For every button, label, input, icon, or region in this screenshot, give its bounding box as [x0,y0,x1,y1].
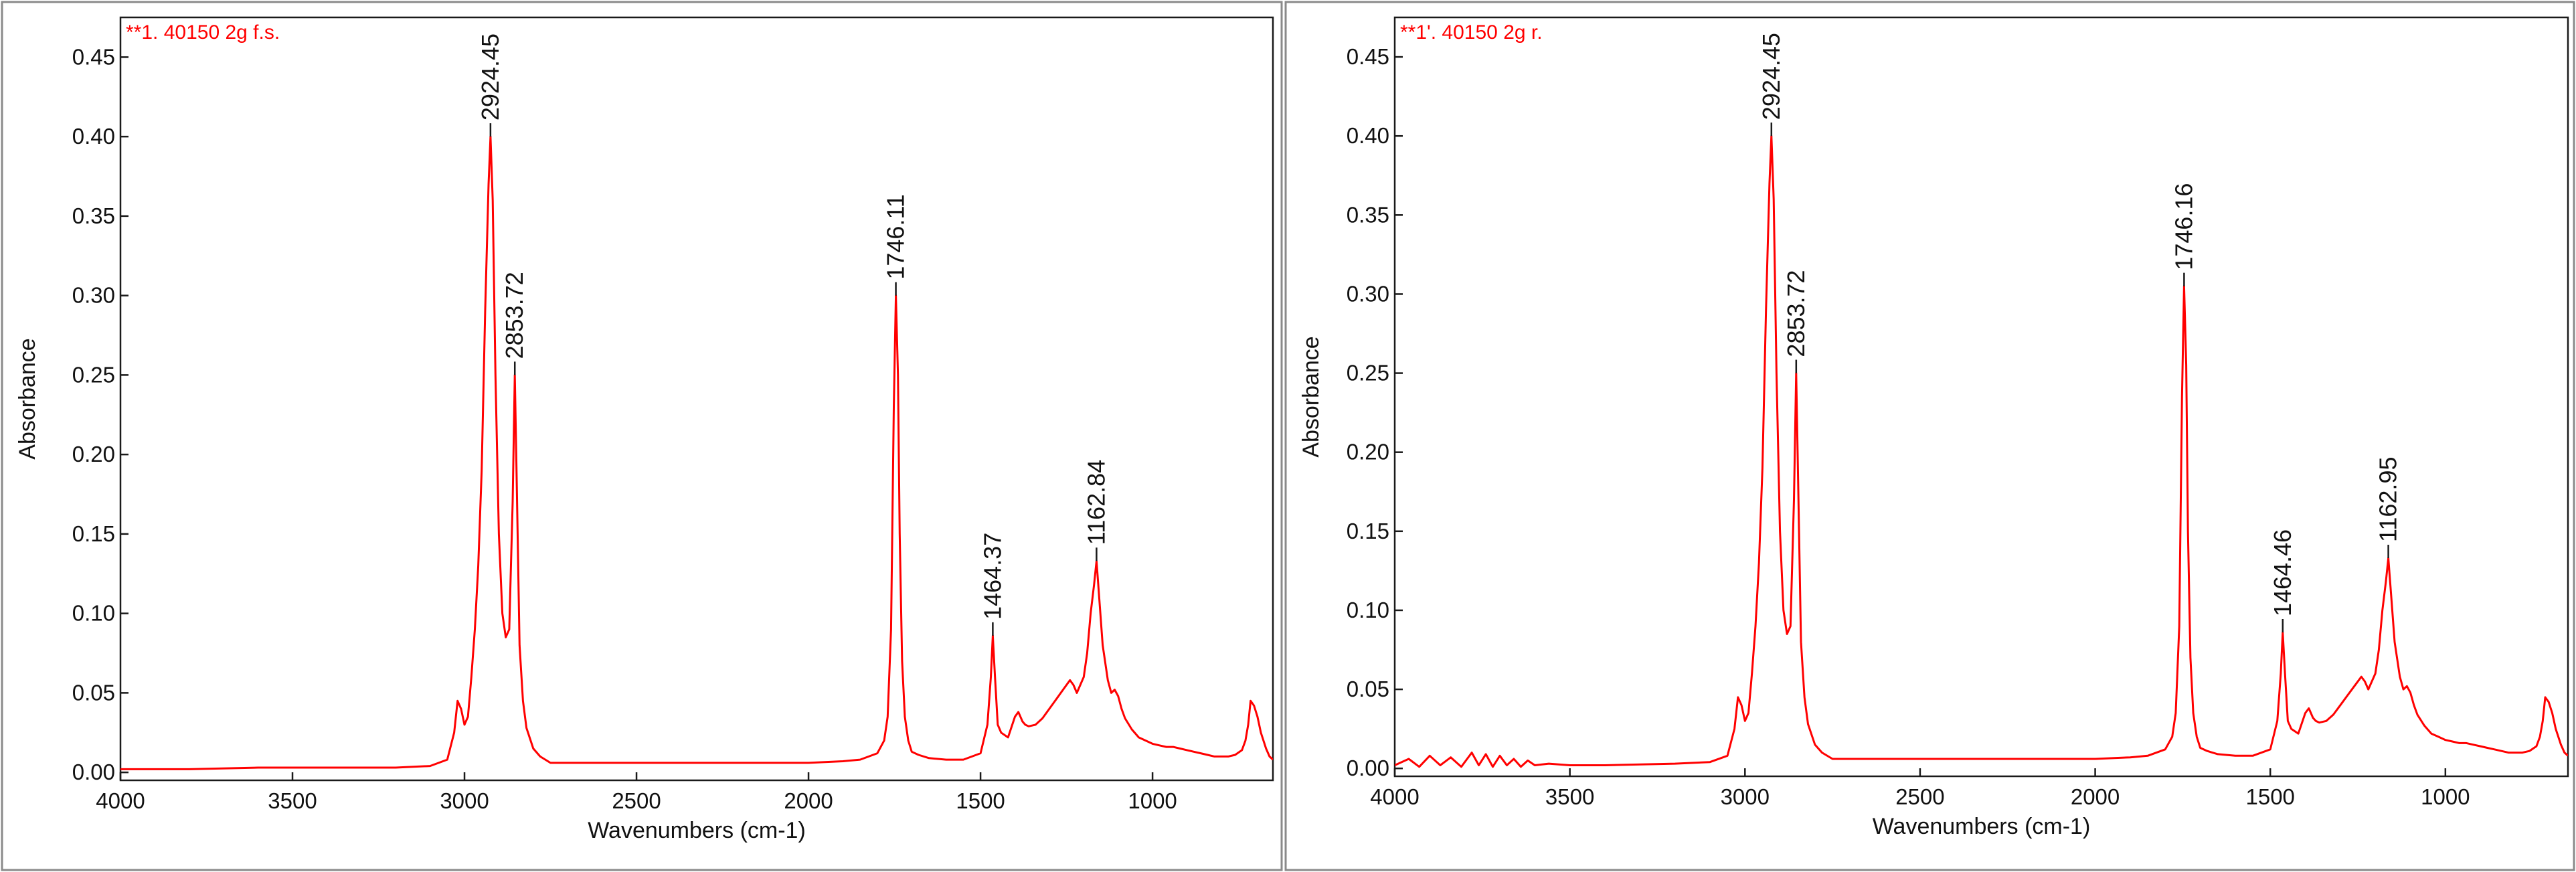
chart-left-plot-border [119,16,1274,782]
chart-left-xtick-label: 1500 [956,788,1005,813]
chart-right-xtick-label: 1000 [2421,784,2470,809]
chart-left-frame [1,1,1283,871]
chart-left-x-axis-label: Wavenumbers (cm-1) [588,818,806,843]
chart-right-xtick-label: 4000 [1370,784,1419,809]
chart-left-xtick-label: 1000 [1128,788,1177,813]
chart-left-title: **1. 40150 2g f.s. [126,21,280,43]
chart-left-peak-label: 1746.11 [882,194,910,279]
chart-right-ytick-label: 0.20 [1347,440,1389,464]
chart-right-ytick-label: 0.05 [1347,677,1389,701]
chart-left-peak-label: 1162.84 [1082,460,1110,545]
chart-left-y-axis-label: Absorbance [15,338,40,459]
chart-right-peak-label: 1746.16 [2170,183,2197,270]
chart-right-ytick-label: 0.10 [1347,598,1389,622]
spectrum-panel-left: **1. 40150 2g f.s. 0.00 0.05 0.10 0.15 0.20 0.… [0,0,1284,872]
chart-right-ytick-label: 0.45 [1347,44,1389,69]
chart-left-peak-label: 2924.45 [477,33,504,120]
chart-left-ytick-label: 0.25 [72,362,115,387]
chart-right-plot-border [1393,16,2569,778]
chart-right-peak-label: 1162.95 [2375,457,2402,542]
chart-right-peak-label: 2924.45 [1757,33,1785,120]
chart-right-x-axis-label: Wavenumbers (cm-1) [1873,814,2091,839]
chart-left-xtick-label: 3000 [440,788,489,813]
chart-right-ytick-label: 0.30 [1347,281,1389,306]
chart-right-xtick-label: 1500 [2245,784,2294,809]
chart-right-ytick-label: 0.00 [1347,756,1389,780]
chart-right-xtick-label: 3500 [1545,784,1594,809]
chart-left-peak-label: 1464.37 [978,533,1006,620]
chart-left-ytick-label: 0.20 [72,442,115,466]
chart-left-xtick-label: 2000 [784,788,833,813]
chart-right-ytick-label: 0.25 [1347,361,1389,385]
chart-right-ytick-label: 0.35 [1347,202,1389,227]
chart-left-spectrum-line [120,135,1273,770]
chart-right-xtick-label: 3000 [1721,784,1770,809]
chart-left-ytick-label: 0.10 [72,601,115,626]
chart-left-ytick-label: 0.15 [72,521,115,546]
chart-right-spectrum-line [1395,135,2568,768]
chart-right-peak-label: 2853.72 [1782,270,1810,357]
spectrum-chart-left: **1. 40150 2g f.s. 0.00 0.05 0.10 0.15 0.20 0.… [1,1,1283,871]
chart-left-ytick-label: 0.30 [72,283,115,308]
spectrum-panel-right: **1'. 40150 2g r. 0.00 0.05 0.10 0.15 0.20 0.2… [1284,0,2576,872]
spectrum-chart-right: **1'. 40150 2g r. 0.00 0.05 0.10 0.15 0.20 0.2… [1284,1,2575,871]
chart-right-ytick-label: 0.40 [1347,123,1389,148]
chart-right-peak-label: 1464.46 [2269,529,2296,616]
chart-left-ytick-label: 0.05 [72,680,115,705]
chart-left-peak-label: 2853.72 [501,272,528,359]
chart-left-ytick-label: 0.35 [72,203,115,228]
chart-right-xtick-label: 2500 [1895,784,1944,809]
chart-left-ytick-label: 0.00 [72,760,115,784]
chart-left-xtick-label: 2500 [612,788,661,813]
chart-left-ytick-label: 0.45 [72,44,115,69]
chart-right-xtick-label: 2000 [2071,784,2120,809]
chart-right-y-axis-label: Absorbance [1298,336,1324,457]
chart-right-title: **1'. 40150 2g r. [1400,21,1543,43]
chart-right-frame [1284,1,2575,871]
chart-left-ytick-label: 0.40 [72,124,115,149]
chart-right-ytick-label: 0.15 [1347,519,1389,543]
chart-left-xtick-label: 3500 [268,788,317,813]
chart-left-xtick-label: 4000 [96,788,145,813]
